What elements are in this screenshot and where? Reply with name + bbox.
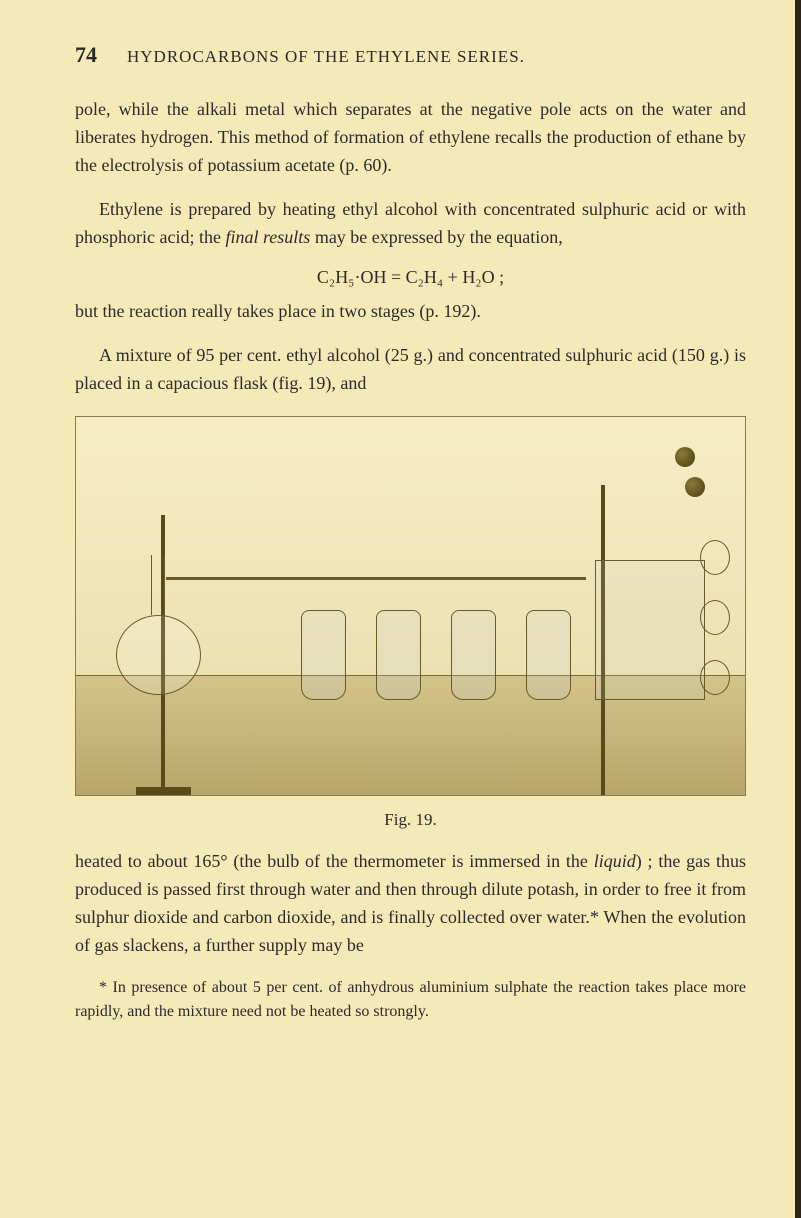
- para2-italic: final results: [225, 227, 310, 247]
- wash-bottle-2: [376, 610, 421, 700]
- paragraph-1: pole, while the alkali metal which separ…: [75, 96, 746, 180]
- page-header: 74 HYDROCARBONS OF THE ETHYLENE SERIES.: [75, 42, 746, 68]
- wash-bottle-4: [526, 610, 571, 700]
- figure-caption: Fig. 19.: [75, 810, 746, 830]
- gas-collector: [595, 560, 705, 700]
- chapter-title: HYDROCARBONS OF THE ETHYLENE SERIES.: [127, 47, 525, 67]
- clamp-knob-1: [675, 447, 695, 467]
- reaction-flask: [116, 615, 201, 695]
- stand-base-left: [136, 787, 191, 795]
- flask-neck: [151, 555, 165, 615]
- paragraph-2: Ethylene is prepared by heating ethyl al…: [75, 196, 746, 252]
- side-vessel-3: [700, 660, 730, 695]
- para5-part-a: heated to about 165° (the bulb of the th…: [75, 851, 594, 871]
- clamp-knob-2: [685, 477, 705, 497]
- side-vessel-2: [700, 600, 730, 635]
- paragraph-5: heated to about 165° (the bulb of the th…: [75, 848, 746, 960]
- chemical-formula: C₂H₅·OH = C₂H₄ + H₂O ;: [75, 267, 746, 288]
- page-number: 74: [75, 42, 97, 68]
- para5-italic: liquid: [594, 851, 636, 871]
- delivery-tube: [166, 577, 586, 580]
- figure-illustration: [75, 416, 746, 796]
- wash-bottle-1: [301, 610, 346, 700]
- side-vessel-1: [700, 540, 730, 575]
- page-right-edge: [795, 0, 801, 1218]
- para2-part-b: may be expressed by the equation,: [310, 227, 562, 247]
- wash-bottle-3: [451, 610, 496, 700]
- footnote: * In presence of about 5 per cent. of an…: [75, 976, 746, 1024]
- paragraph-4: A mixture of 95 per cent. ethyl alcohol …: [75, 342, 746, 398]
- figure-container: Fig. 19.: [75, 416, 746, 830]
- paragraph-3: but the reaction really takes place in t…: [75, 298, 746, 326]
- apparatus-sketch: [76, 417, 745, 795]
